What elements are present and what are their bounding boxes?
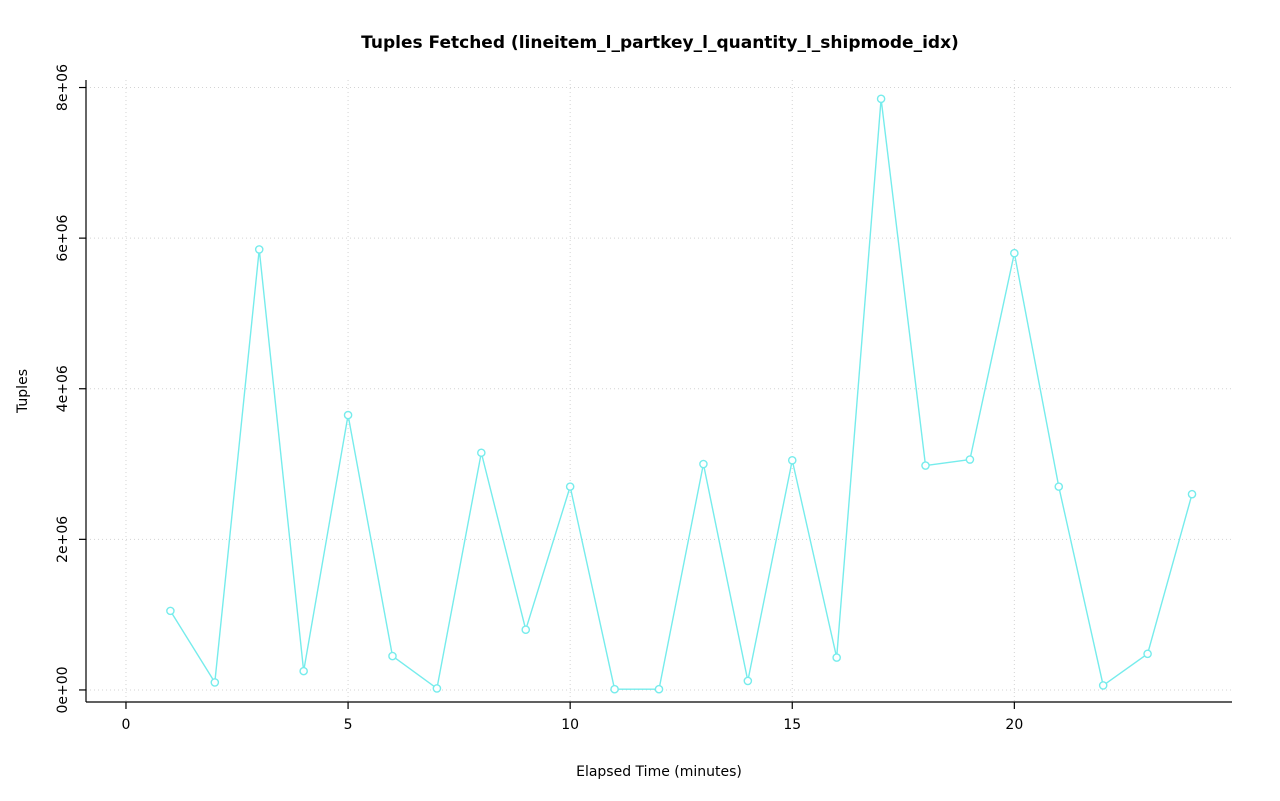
x-axis-label: Elapsed Time (minutes) (576, 764, 742, 780)
x-tick-label: 20 (1005, 717, 1023, 733)
x-tick-label: 5 (344, 717, 353, 733)
data-point (743, 676, 753, 686)
data-point (343, 410, 353, 420)
data-point (388, 651, 397, 661)
data-point (521, 625, 531, 635)
data-line (169, 98, 1193, 690)
data-point (876, 94, 886, 104)
x-tick-label: 10 (561, 717, 579, 733)
data-point (166, 606, 175, 616)
x-tick-label: 15 (783, 717, 801, 733)
y-tick-label: 4e+06 (55, 365, 71, 412)
data-point (1010, 248, 1019, 258)
data-point (654, 684, 664, 694)
data-point (787, 455, 797, 465)
data-series (166, 94, 1197, 694)
data-point (565, 482, 575, 491)
data-point (1054, 482, 1064, 491)
data-point (1143, 649, 1152, 659)
data-point (254, 245, 264, 254)
axes: 0 5 10 15 20 0e+00 2e+06 4e+06 6e+06 8e+06 (55, 64, 1232, 733)
data-point (1187, 489, 1197, 499)
data-point (477, 448, 486, 458)
data-point (921, 461, 930, 470)
y-tick-label: 6e+06 (55, 215, 71, 262)
y-axis-label: Tuples (15, 369, 31, 414)
data-point (610, 684, 619, 694)
data-point (699, 459, 708, 469)
y-tick-label: 0e+00 (55, 666, 71, 713)
y-tick-label: 2e+06 (55, 516, 71, 563)
data-point (832, 653, 841, 662)
data-point (965, 455, 975, 464)
data-point (299, 666, 308, 676)
y-tick-label: 8e+06 (55, 64, 71, 111)
x-tick-label: 0 (122, 717, 131, 733)
chart-title: Tuples Fetched (lineitem_l_partkey_l_qua… (361, 33, 959, 53)
data-point (432, 684, 442, 693)
data-point (210, 678, 220, 687)
data-point (1098, 681, 1108, 690)
